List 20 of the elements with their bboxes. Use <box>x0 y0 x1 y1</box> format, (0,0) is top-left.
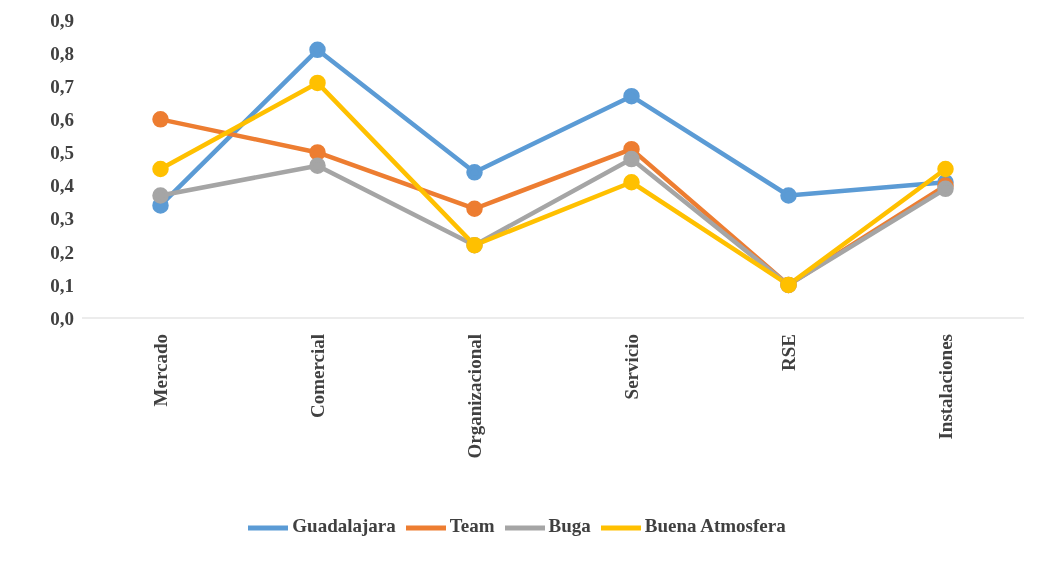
y-tick-label: 0,8 <box>50 42 74 64</box>
y-tick-label: 0,0 <box>50 307 74 329</box>
x-tick-label: Organizacional <box>464 334 485 459</box>
x-tick-label: Comercial <box>307 334 328 419</box>
y-tick-label: 0,3 <box>50 208 74 230</box>
x-tick-label: Instalaciones <box>935 334 956 440</box>
y-tick-label: 0,1 <box>50 274 74 296</box>
x-tick-label: Mercado <box>150 334 171 407</box>
y-tick-label: 0,5 <box>50 142 74 164</box>
y-tick-label: 0,9 <box>50 9 74 31</box>
legend-label: Guadalajara <box>292 514 396 536</box>
x-tick-label: Servicio <box>621 334 642 400</box>
y-tick-label: 0,2 <box>50 241 74 263</box>
legend-label: Buena Atmosfera <box>644 514 786 536</box>
legend-label: Team <box>449 514 495 536</box>
y-tick-label: 0,7 <box>50 75 75 97</box>
y-tick-label: 0,6 <box>50 109 74 131</box>
y-tick-label: 0,4 <box>50 175 75 197</box>
x-tick-label: RSE <box>778 334 799 371</box>
legend-label: Buga <box>548 514 591 536</box>
